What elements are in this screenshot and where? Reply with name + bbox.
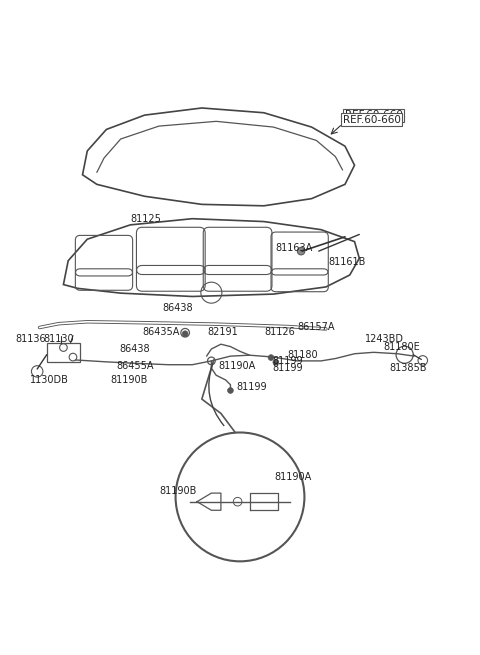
Text: 81190A: 81190A [218,361,256,371]
Text: REF.60-660: REF.60-660 [345,111,403,121]
Text: 86435A: 86435A [142,328,180,337]
Text: 81385B: 81385B [389,363,426,373]
Text: 81125: 81125 [130,214,161,224]
Text: 81130: 81130 [43,334,74,344]
Circle shape [207,357,215,365]
Text: 1243BD: 1243BD [365,335,404,345]
Circle shape [297,248,305,255]
Circle shape [182,331,188,337]
Circle shape [228,388,233,394]
Text: 86455A: 86455A [116,361,154,371]
Text: 81161B: 81161B [328,257,366,267]
Text: 81126: 81126 [265,328,296,337]
Text: 81199: 81199 [273,363,303,373]
Text: 81180: 81180 [288,350,318,360]
Text: REF.60-660: REF.60-660 [343,115,400,125]
Circle shape [268,355,274,360]
Text: 82191: 82191 [207,328,238,337]
Text: 86157A: 86157A [297,322,335,333]
Text: 86438: 86438 [120,344,150,354]
Text: 81180E: 81180E [383,342,420,352]
Text: 81190A: 81190A [275,472,312,482]
Text: 81190B: 81190B [110,375,147,385]
Text: 1130DB: 1130DB [30,375,69,385]
Circle shape [176,432,304,561]
Text: 81199: 81199 [236,382,267,392]
Text: 81190B: 81190B [160,486,197,496]
Text: 81199: 81199 [273,356,303,366]
Text: 81163A: 81163A [276,243,313,253]
Text: 81136: 81136 [16,334,47,344]
Circle shape [273,360,279,365]
Text: 86438: 86438 [163,303,193,313]
